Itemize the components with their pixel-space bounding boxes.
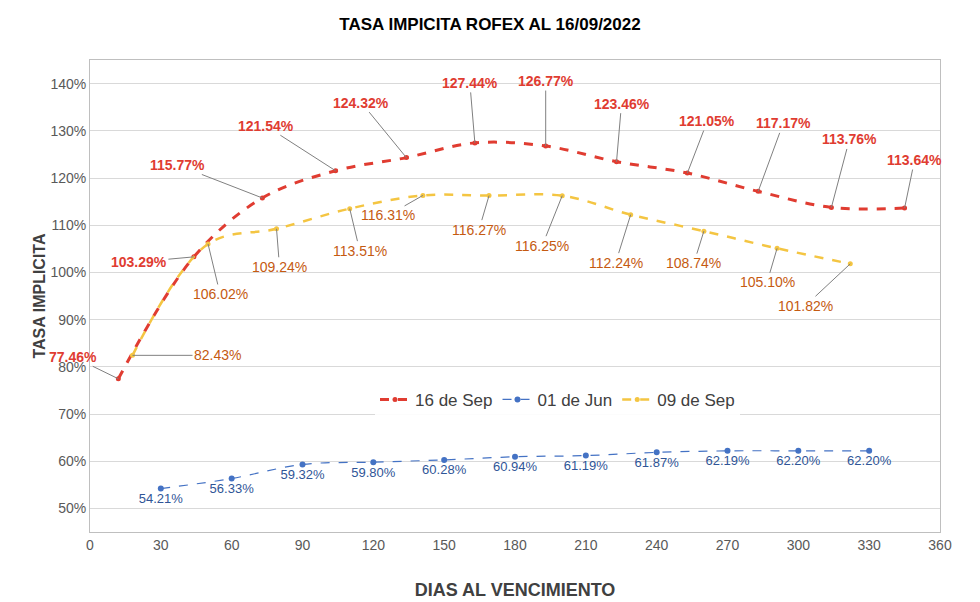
svg-text:101.82%: 101.82% [778,298,833,314]
svg-text:TASA IMPLICITA: TASA IMPLICITA [31,233,48,358]
svg-text:61.19%: 61.19% [564,458,609,473]
svg-text:59.32%: 59.32% [280,467,325,482]
svg-text:112.24%: 112.24% [589,255,643,271]
svg-text:30: 30 [153,537,169,553]
svg-text:116.31%: 116.31% [361,207,415,223]
svg-text:126.77%: 126.77% [518,73,574,89]
svg-text:106.02%: 106.02% [193,286,248,302]
svg-text:117.17%: 117.17% [756,115,811,131]
svg-text:09 de Sep: 09 de Sep [657,391,735,410]
svg-text:90: 90 [295,537,311,553]
svg-text:120: 120 [362,537,386,553]
svg-text:103.29%: 103.29% [111,254,167,270]
svg-text:82.43%: 82.43% [194,347,241,363]
svg-text:DIAS AL VENCIMIENTO: DIAS AL VENCIMIENTO [415,580,616,600]
svg-text:120%: 120% [50,170,86,186]
svg-text:62.20%: 62.20% [847,453,892,468]
svg-text:150: 150 [432,537,456,553]
svg-text:123.46%: 123.46% [594,96,650,112]
svg-text:121.05%: 121.05% [679,113,735,129]
svg-text:62.20%: 62.20% [776,453,821,468]
svg-text:124.32%: 124.32% [333,95,389,111]
svg-text:300: 300 [787,537,811,553]
svg-text:110%: 110% [51,217,86,233]
svg-text:113.76%: 113.76% [822,131,877,147]
svg-text:56.33%: 56.33% [210,481,255,496]
svg-text:210: 210 [574,537,598,553]
svg-text:60.94%: 60.94% [493,459,538,474]
svg-text:270: 270 [716,537,740,553]
svg-text:130%: 130% [50,123,86,139]
svg-text:113.64%: 113.64% [887,152,942,168]
svg-text:60: 60 [224,537,240,553]
svg-text:62.19%: 62.19% [705,453,750,468]
svg-text:240: 240 [645,537,669,553]
svg-text:127.44%: 127.44% [442,75,498,91]
svg-text:16 de Sep: 16 de Sep [415,391,493,410]
svg-text:115.77%: 115.77% [150,157,205,173]
svg-text:54.21%: 54.21% [139,491,184,506]
svg-text:109.24%: 109.24% [252,259,307,275]
svg-text:360: 360 [928,537,952,553]
svg-text:113.51%: 113.51% [333,243,387,259]
svg-text:100%: 100% [50,264,86,280]
svg-text:90%: 90% [58,312,86,328]
svg-text:80%: 80% [58,359,86,375]
svg-text:60.28%: 60.28% [422,462,467,477]
svg-text:121.54%: 121.54% [238,118,294,134]
svg-text:60%: 60% [58,453,86,469]
svg-text:108.74%: 108.74% [666,255,721,271]
svg-text:0: 0 [86,537,94,553]
svg-text:59.80%: 59.80% [351,465,396,480]
svg-text:105.10%: 105.10% [740,274,795,290]
svg-text:TASA IMPICITA ROFEX AL 16/09/2: TASA IMPICITA ROFEX AL 16/09/2022 [339,15,640,34]
svg-text:50%: 50% [58,500,86,516]
svg-text:180: 180 [503,537,527,553]
svg-text:140%: 140% [50,76,86,92]
svg-text:116.25%: 116.25% [515,238,569,254]
svg-text:330: 330 [857,537,881,553]
svg-text:70%: 70% [58,406,86,422]
svg-text:61.87%: 61.87% [635,455,680,470]
svg-text:116.27%: 116.27% [452,222,506,238]
svg-text:77.46%: 77.46% [49,349,97,365]
svg-text:01 de Jun: 01 de Jun [538,391,613,410]
